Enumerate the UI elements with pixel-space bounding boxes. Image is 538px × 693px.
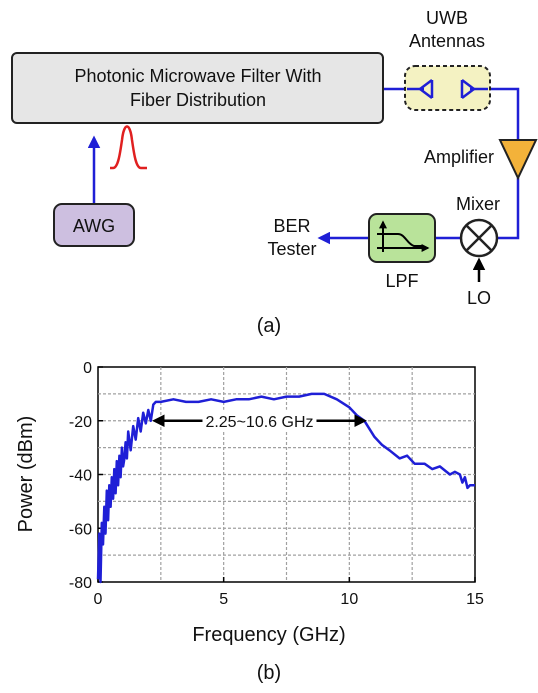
lpf-box bbox=[368, 213, 436, 263]
antenna-group bbox=[404, 65, 491, 111]
photonic-filter-box bbox=[11, 52, 384, 124]
pulse-icon bbox=[110, 125, 147, 170]
filter-label-line1: Photonic Microwave Filter With bbox=[74, 66, 321, 86]
awg-box bbox=[53, 203, 135, 247]
filter-label-line2: Fiber Distribution bbox=[130, 90, 266, 110]
amplifier-icon bbox=[498, 139, 538, 181]
annotation-background bbox=[202, 409, 317, 432]
amplifier-label: Amplifier bbox=[424, 147, 494, 167]
amplifier-to-mixer-line bbox=[498, 178, 520, 240]
block-diagram: Photonic Microwave Filter With Fiber Dis… bbox=[11, 8, 538, 337]
antennas-label-line1: UWB bbox=[426, 8, 468, 28]
x-tick-label: 5 bbox=[219, 591, 228, 608]
x-tick-label: 0 bbox=[94, 591, 103, 608]
x-tick-label: 10 bbox=[340, 591, 358, 608]
y-tick-label: -20 bbox=[69, 414, 92, 431]
y-tick-label: -60 bbox=[69, 521, 92, 538]
spectrum-chart: 0 5 10 15 0 -20 -40 -60 -80 2.25~10.6 GHz Freque… bbox=[15, 360, 484, 684]
lo-label: LO bbox=[467, 288, 491, 308]
antenna-to-amplifier-line bbox=[488, 87, 520, 140]
lowpass-icon bbox=[377, 220, 430, 252]
y-tick-label: -40 bbox=[69, 468, 92, 485]
y-tick-label: -80 bbox=[69, 575, 92, 592]
mixer-label: Mixer bbox=[456, 194, 500, 214]
y-axis-title: Power (dBm) bbox=[15, 416, 37, 533]
lpf-label: LPF bbox=[385, 271, 418, 291]
antennas-label-line2: Antennas bbox=[409, 31, 485, 51]
antenna-icon bbox=[407, 79, 488, 99]
awg-label: AWG bbox=[73, 216, 115, 236]
ber-label-line2: Tester bbox=[267, 239, 316, 259]
caption-a: (a) bbox=[257, 315, 281, 337]
caption-b: (b) bbox=[257, 662, 281, 684]
mixer-icon bbox=[459, 218, 499, 258]
axis-ticks: 0 5 10 15 0 -20 -40 -60 -80 bbox=[69, 360, 484, 608]
x-axis-title: Frequency (GHz) bbox=[192, 624, 345, 646]
signal-paths bbox=[87, 87, 520, 245]
bandwidth-annotation: 2.25~10.6 GHz bbox=[205, 414, 313, 431]
x-tick-label: 15 bbox=[466, 591, 484, 608]
series-line-power bbox=[96, 392, 475, 584]
y-tick-label: 0 bbox=[83, 360, 92, 377]
ber-label-line1: BER bbox=[273, 216, 310, 236]
